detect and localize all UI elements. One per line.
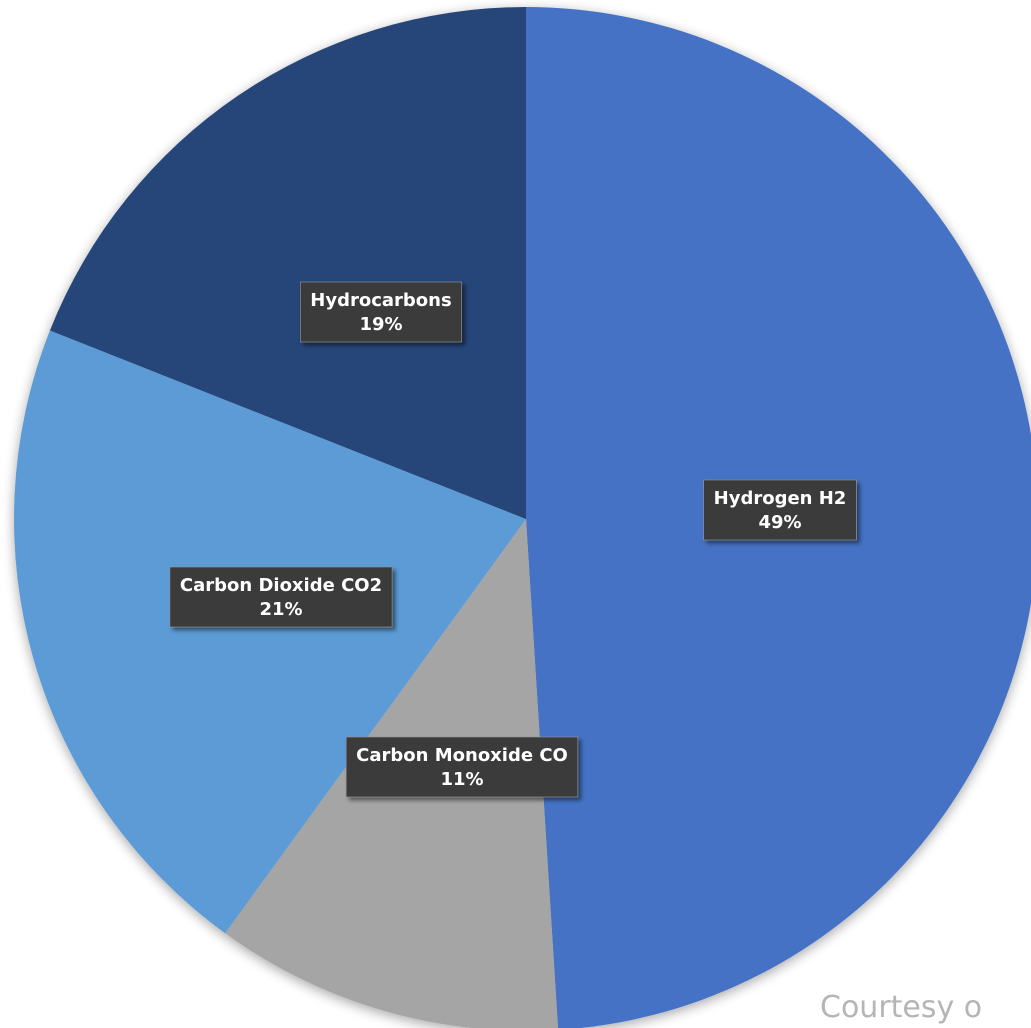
pie-slice-hydrocarbons xyxy=(49,7,527,519)
data-label-box xyxy=(345,736,579,798)
data-label-category: Carbon Dioxide CO2 xyxy=(180,575,382,596)
data-label-percent: 21% xyxy=(259,599,302,620)
credit-text: Courtesy o xyxy=(820,990,983,1025)
pie-slice-carbon-dioxide-co2 xyxy=(14,330,526,934)
data-label-category: Hydrogen H2 xyxy=(714,488,847,509)
data-label-percent: 49% xyxy=(758,512,801,533)
data-label-percent: 11% xyxy=(440,769,483,790)
data-label-box xyxy=(703,479,857,541)
pie-slices xyxy=(14,7,1031,1028)
data-label-category: Carbon Monoxide CO xyxy=(356,745,568,766)
data-label-box xyxy=(169,566,393,628)
data-label-category: Hydrocarbons xyxy=(310,290,451,311)
data-label-hydrocarbons: Hydrocarbons 19% xyxy=(299,281,463,343)
data-label-carbon-dioxide-co2: Carbon Dioxide CO2 21% xyxy=(169,566,393,628)
data-label-carbon-monoxide-co: Carbon Monoxide CO 11% xyxy=(345,736,579,798)
data-label-percent: 19% xyxy=(359,314,402,335)
data-label-box xyxy=(299,281,463,343)
data-label-hydrogen-h2: Hydrogen H2 49% xyxy=(703,479,857,541)
